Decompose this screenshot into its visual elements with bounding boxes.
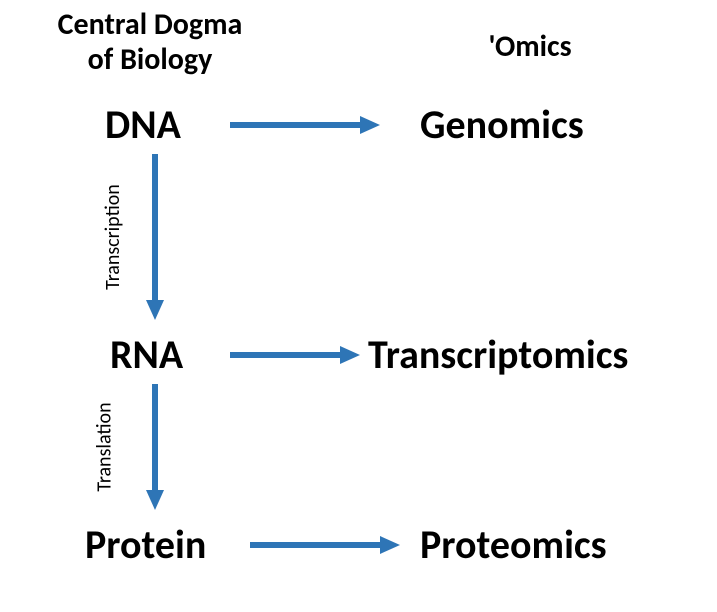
arrow-rna-to-protein bbox=[137, 366, 173, 528]
header-left-line2: of Biology bbox=[20, 43, 280, 78]
node-genomics: Genomics bbox=[420, 100, 584, 149]
header-left-line1: Central Dogma bbox=[20, 8, 280, 43]
arrow-rna-to-transcriptomics bbox=[212, 337, 378, 373]
label-translation: Translation bbox=[93, 402, 117, 491]
header-right: 'Omics bbox=[430, 28, 630, 65]
arrow-protein-to-proteomics bbox=[232, 527, 418, 563]
label-transcription: Transcription bbox=[101, 184, 125, 290]
arrow-dna-to-genomics bbox=[212, 107, 398, 143]
node-proteomics: Proteomics bbox=[420, 520, 607, 569]
node-transcriptomics: Transcriptomics bbox=[368, 330, 628, 379]
header-left: Central Dogma of Biology bbox=[20, 8, 280, 77]
arrow-dna-to-rna bbox=[137, 136, 173, 338]
